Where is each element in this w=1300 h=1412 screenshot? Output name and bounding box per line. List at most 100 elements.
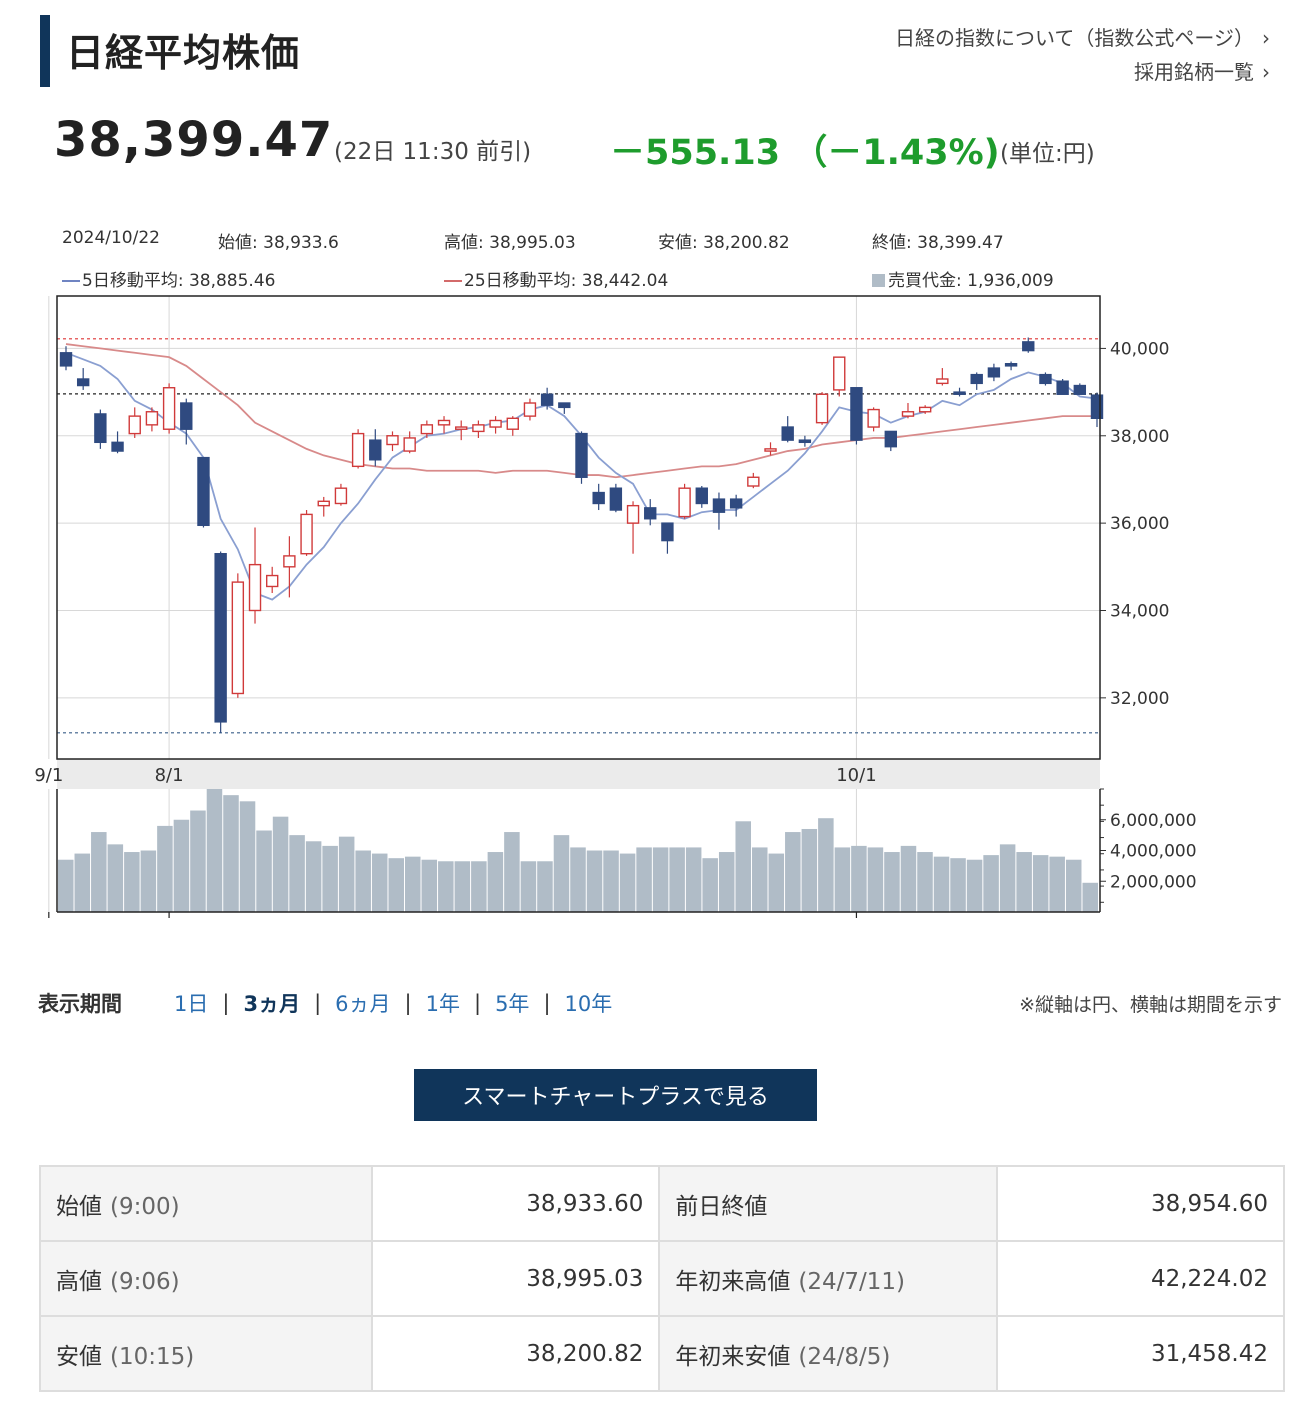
stats-row: 安値 (10:15) 38,200.82 年初来安値 (24/8/5) 31,458.42 <box>39 1315 1286 1392</box>
candle-body <box>747 476 760 487</box>
volume-bar <box>256 830 272 912</box>
stat-value: 31,458.42 <box>995 1315 1286 1392</box>
period-separator: | <box>314 991 322 1015</box>
chart-open: 始値: 38,933.6 <box>218 233 339 253</box>
volume-bar <box>206 789 223 912</box>
candle-body <box>472 424 485 433</box>
period-option[interactable]: 5年 <box>495 992 530 1016</box>
candle-body <box>867 408 880 428</box>
volume-bar <box>900 845 917 912</box>
period-option[interactable]: 3ヵ月 <box>243 992 301 1016</box>
title-accent-bar <box>40 15 50 87</box>
volume-bar <box>702 858 718 912</box>
price-unit: (単位:円) <box>1000 141 1095 167</box>
candle-body <box>540 393 554 406</box>
x-tick-label: 8/1 <box>155 765 184 786</box>
y-tick-label: 40,000 <box>1110 339 1169 359</box>
volume-bar <box>1032 855 1049 912</box>
stat-label-time: (9:06) <box>110 1268 180 1295</box>
volume-bar <box>619 853 636 912</box>
index-info-link[interactable]: 日経の指数について（指数公式ページ） › <box>895 22 1270 51</box>
volume-bar <box>454 861 471 912</box>
volume-bar <box>735 821 751 912</box>
volume-bar <box>884 852 900 912</box>
volume-bar <box>504 832 520 912</box>
volume-bar <box>768 853 785 912</box>
smart-chart-button[interactable]: スマートチャートプラスで見る <box>414 1069 817 1121</box>
volume-tick-label: 4,000,000 <box>1110 842 1197 862</box>
candle-body <box>815 393 829 424</box>
stat-value-text: 38,933.60 <box>526 1190 644 1217</box>
chart-close: 終値: 38,399.47 <box>872 233 1004 253</box>
volume-bar <box>405 856 421 912</box>
candle-body <box>936 378 949 385</box>
volume-bar <box>107 844 124 912</box>
stat-label: 前日終値 <box>658 1165 998 1242</box>
candle-body <box>128 415 141 435</box>
volume-bar <box>669 847 685 912</box>
volume-bar <box>91 832 107 912</box>
volume-bar <box>586 850 603 912</box>
stat-label-text: 年初来高値 <box>675 1268 791 1295</box>
period-label: 表示期間 <box>38 992 122 1016</box>
legend-ma5: 5日移動平均: 38,885.46 <box>62 266 275 291</box>
volume-bar <box>752 847 768 912</box>
volume-bar <box>58 859 74 912</box>
legend-volume: 売買代金: 1,936,009 <box>872 266 1054 291</box>
chevron-right-icon: › <box>1262 26 1270 50</box>
stat-value: 38,933.60 <box>370 1165 661 1242</box>
candle-body <box>231 581 245 695</box>
y-tick-label: 38,000 <box>1110 427 1169 447</box>
period-option[interactable]: 1年 <box>425 992 460 1016</box>
stat-value-text: 42,224.02 <box>1150 1265 1268 1292</box>
period-option[interactable]: 10年 <box>564 992 613 1016</box>
volume-bar <box>570 847 586 912</box>
candle-body <box>111 441 124 452</box>
volume-bar <box>338 836 355 912</box>
volume-bar <box>520 861 537 912</box>
volume-bar <box>322 845 338 912</box>
stat-value: 38,200.82 <box>370 1315 661 1392</box>
candle-body <box>644 507 657 520</box>
volume-bar <box>999 844 1016 912</box>
current-price: 38,399.47 <box>54 112 334 168</box>
volume-bar <box>966 859 983 912</box>
candle-body <box>558 402 571 409</box>
candle-body <box>1090 394 1104 420</box>
constituents-link[interactable]: 採用銘柄一覧 › <box>1134 56 1270 85</box>
volume-bar <box>471 861 487 912</box>
volume-bar <box>1016 852 1032 912</box>
candle-body <box>575 432 588 478</box>
legend-ma25: 25日移動平均: 38,442.04 <box>444 266 668 291</box>
stat-label-time: (24/7/11) <box>798 1268 905 1295</box>
volume-tick-label: 2,000,000 <box>1110 872 1197 892</box>
candle-body <box>695 487 708 505</box>
volume-bar <box>190 810 206 912</box>
stat-value: 42,224.02 <box>995 1240 1286 1317</box>
axis-note: ※縦軸は円、横軸は期間を示す <box>1019 994 1282 1016</box>
candle-body <box>712 498 726 513</box>
x-label-band <box>57 759 1100 789</box>
stat-label: 高値 (9:06) <box>39 1240 373 1317</box>
chart-low: 安値: 38,200.82 <box>658 233 790 253</box>
volume-bar <box>74 853 91 912</box>
candle-body <box>386 435 399 446</box>
volume-bar <box>801 828 818 912</box>
volume-bar <box>355 850 371 912</box>
volume-bar <box>537 861 553 912</box>
chevron-right-icon: › <box>1262 60 1270 84</box>
price-change: －555.13 （－1.43%) <box>610 133 1000 173</box>
candle-body <box>523 402 537 417</box>
volume-bar <box>487 852 504 912</box>
price-chart[interactable]: 40,000 38,000 36,000 34,000 32,000 8/1 9/1 10/1… <box>0 0 1300 940</box>
period-option[interactable]: 6ヵ月 <box>335 992 391 1016</box>
x-tick-label: 10/1 <box>836 765 876 786</box>
stat-value-text: 38,954.60 <box>1150 1190 1268 1217</box>
volume-bar <box>785 832 801 912</box>
period-option[interactable]: 1日 <box>174 992 209 1016</box>
stat-value-text: 38,200.82 <box>526 1340 644 1367</box>
volume-bar <box>851 845 867 912</box>
volume-bar <box>983 855 999 912</box>
volume-bar <box>553 835 570 912</box>
candle-body <box>94 413 107 444</box>
